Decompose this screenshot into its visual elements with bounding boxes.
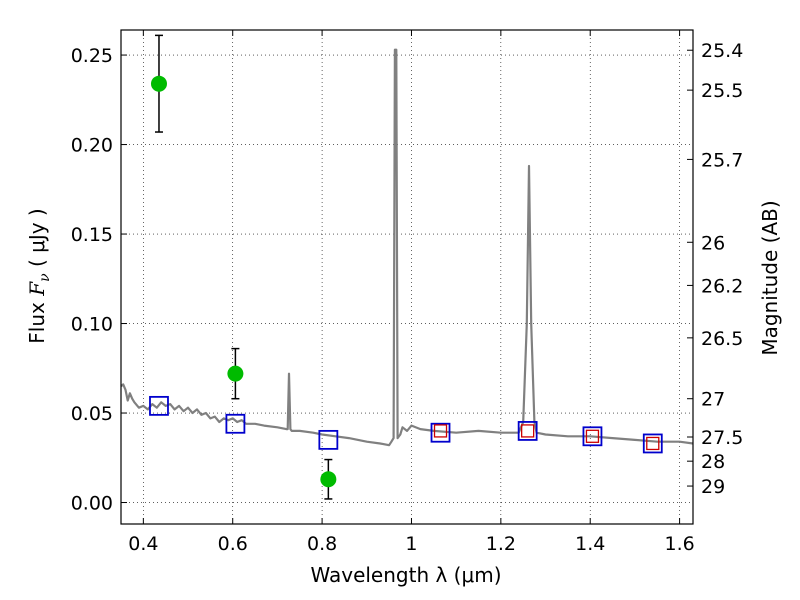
x-tick-label: 1.4: [575, 533, 605, 555]
y2-tick-label: 28: [701, 451, 725, 473]
plot-frame: [120, 29, 694, 525]
y2-tick-label: 29: [701, 476, 725, 498]
y2-tick-label: 25.4: [701, 40, 743, 62]
y2-ticks: 25.4 25.5 25.7 26 26.2 26.5 27 27.528 29: [687, 40, 743, 498]
y-tick-label: 0.25: [71, 45, 113, 67]
y-tick-label: 0.00: [71, 493, 113, 515]
photometry-square: [517, 421, 538, 441]
y2-tick-label: 25.7: [701, 149, 743, 171]
y-axis-label: Flux Fν ( μJy ): [25, 208, 53, 343]
y2-tick-label: 27: [701, 389, 725, 411]
y2-tick-label: 25.5: [701, 80, 743, 102]
x-tick-label: 0.4: [128, 533, 158, 555]
y-tick-label: 0.15: [71, 224, 113, 246]
y2-tick-label: 26: [701, 232, 725, 254]
x-tick-label: 0.8: [307, 533, 337, 555]
model-flux-square: [521, 424, 535, 438]
measured-flux-point: [320, 471, 337, 488]
y2-tick-label: 27.5: [701, 427, 743, 449]
x-tick-label: 1: [405, 533, 417, 555]
y-axis-label-prefix: Flux: [25, 296, 49, 344]
y-tick-label: 0.20: [71, 135, 113, 157]
x-axis-label: Wavelength λ (μm): [310, 563, 501, 587]
grid-lines: [121, 30, 693, 524]
x-ticks: 0.4 0.6 0.8 1 1.2 1.4 1.6: [128, 30, 695, 555]
y2-tick-label: 26.2: [701, 275, 743, 297]
photometry-square: [430, 422, 451, 443]
photometry-square: [149, 395, 169, 416]
model-flux-square: [646, 436, 660, 451]
y2-axis-label: Magnitude (AB): [758, 200, 782, 355]
chart-marks: [120, 34, 694, 500]
model-flux-square: [433, 424, 448, 438]
measured-flux-point: [227, 365, 244, 382]
y2-tick-label: 26.5: [701, 328, 743, 350]
photometry-square: [642, 433, 663, 454]
measured-flux-point: [150, 75, 167, 92]
y-ticks: 0.00 0.05 0.10 0.15 0.20 0.25: [71, 45, 127, 515]
x-tick-label: 1.2: [486, 533, 516, 555]
photometry-square: [318, 429, 339, 450]
x-tick-label: 0.6: [218, 533, 248, 555]
spectrum-line: [120, 48, 694, 447]
photometry-square: [582, 426, 603, 447]
y-axis-label-subscript: ν: [37, 273, 53, 282]
y-axis-label-suffix: ( μJy ): [25, 208, 49, 273]
model-flux-square: [585, 429, 600, 443]
y-axis-label-symbol: F: [25, 281, 49, 297]
photometry-square: [225, 413, 246, 434]
y-tick-label: 0.05: [71, 403, 113, 425]
y-tick-label: 0.10: [71, 314, 113, 336]
x-tick-label: 1.6: [664, 533, 694, 555]
